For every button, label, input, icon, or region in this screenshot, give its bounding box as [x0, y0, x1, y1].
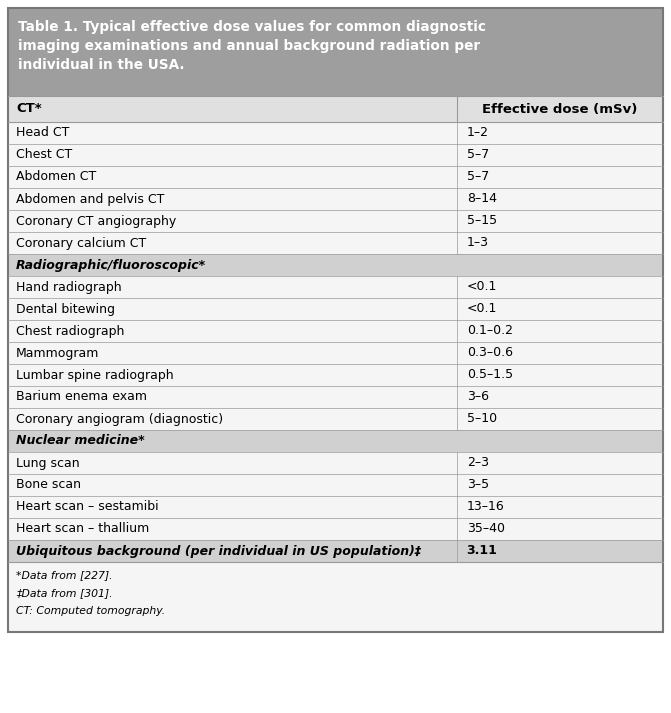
Bar	[8, 232, 663, 254]
Text: 5–7: 5–7	[466, 170, 489, 183]
Text: 35–40: 35–40	[466, 523, 505, 535]
Text: Coronary calcium CT: Coronary calcium CT	[16, 237, 146, 250]
Text: Hand radiograph: Hand radiograph	[16, 280, 121, 294]
Bar	[8, 342, 663, 364]
Text: *Data from [227].: *Data from [227].	[16, 570, 113, 580]
Text: Chest CT: Chest CT	[16, 148, 72, 162]
Text: Lung scan: Lung scan	[16, 456, 80, 469]
Bar	[8, 518, 663, 540]
Text: Chest radiograph: Chest radiograph	[16, 324, 124, 337]
Text: 5–10: 5–10	[466, 413, 497, 426]
Text: 0.1–0.2: 0.1–0.2	[466, 324, 513, 337]
Text: CT*: CT*	[16, 103, 42, 116]
Text: Abdomen CT: Abdomen CT	[16, 170, 96, 183]
Text: 1–3: 1–3	[466, 237, 488, 250]
Text: Coronary CT angiography: Coronary CT angiography	[16, 215, 176, 227]
Text: Barium enema exam: Barium enema exam	[16, 391, 147, 404]
Bar	[8, 188, 663, 210]
Text: <0.1: <0.1	[466, 302, 497, 315]
Text: 3–6: 3–6	[466, 391, 488, 404]
Text: Heart scan – thallium: Heart scan – thallium	[16, 523, 149, 535]
Text: Coronary angiogram (diagnostic): Coronary angiogram (diagnostic)	[16, 413, 223, 426]
Text: Ubiquitous background (per individual in US population)‡: Ubiquitous background (per individual in…	[16, 545, 421, 558]
Bar	[8, 96, 663, 122]
Text: 13–16: 13–16	[466, 501, 505, 513]
Text: <0.1: <0.1	[466, 280, 497, 294]
Text: Head CT: Head CT	[16, 126, 69, 140]
Text: 1–2: 1–2	[466, 126, 488, 140]
Bar	[8, 430, 663, 452]
Text: ‡Data from [301].: ‡Data from [301].	[16, 588, 113, 598]
Text: 2–3: 2–3	[466, 456, 488, 469]
Bar	[8, 540, 663, 562]
Bar	[8, 144, 663, 166]
Text: 5–15: 5–15	[466, 215, 497, 227]
Bar	[8, 166, 663, 188]
Text: 8–14: 8–14	[466, 193, 497, 205]
Bar	[8, 8, 663, 632]
Bar	[8, 496, 663, 518]
Bar	[8, 452, 663, 474]
Bar	[8, 562, 663, 632]
Text: Table 1. Typical effective dose values for common diagnostic
imaging examination: Table 1. Typical effective dose values f…	[18, 20, 486, 72]
Bar	[8, 122, 663, 144]
Text: 3.11: 3.11	[466, 545, 498, 558]
Text: 5–7: 5–7	[466, 148, 489, 162]
Text: Bone scan: Bone scan	[16, 478, 81, 491]
Text: 0.3–0.6: 0.3–0.6	[466, 347, 513, 359]
Text: Lumbar spine radiograph: Lumbar spine radiograph	[16, 369, 174, 381]
Text: Abdomen and pelvis CT: Abdomen and pelvis CT	[16, 193, 164, 205]
Text: Radiographic/fluoroscopic*: Radiographic/fluoroscopic*	[16, 259, 206, 272]
Text: Mammogram: Mammogram	[16, 347, 99, 359]
Text: Dental bitewing: Dental bitewing	[16, 302, 115, 315]
Bar	[8, 8, 663, 96]
Bar	[8, 474, 663, 496]
Bar	[8, 320, 663, 342]
Bar	[8, 386, 663, 408]
Text: CT: Computed tomography.: CT: Computed tomography.	[16, 606, 165, 616]
Bar	[8, 364, 663, 386]
Text: Nuclear medicine*: Nuclear medicine*	[16, 434, 145, 448]
Bar	[8, 408, 663, 430]
Text: 0.5–1.5: 0.5–1.5	[466, 369, 513, 381]
Bar	[8, 298, 663, 320]
Text: Effective dose (mSv): Effective dose (mSv)	[482, 103, 637, 116]
Text: 3–5: 3–5	[466, 478, 488, 491]
Bar	[8, 254, 663, 276]
Text: Heart scan – sestamibi: Heart scan – sestamibi	[16, 501, 158, 513]
Bar	[8, 210, 663, 232]
Bar	[8, 276, 663, 298]
